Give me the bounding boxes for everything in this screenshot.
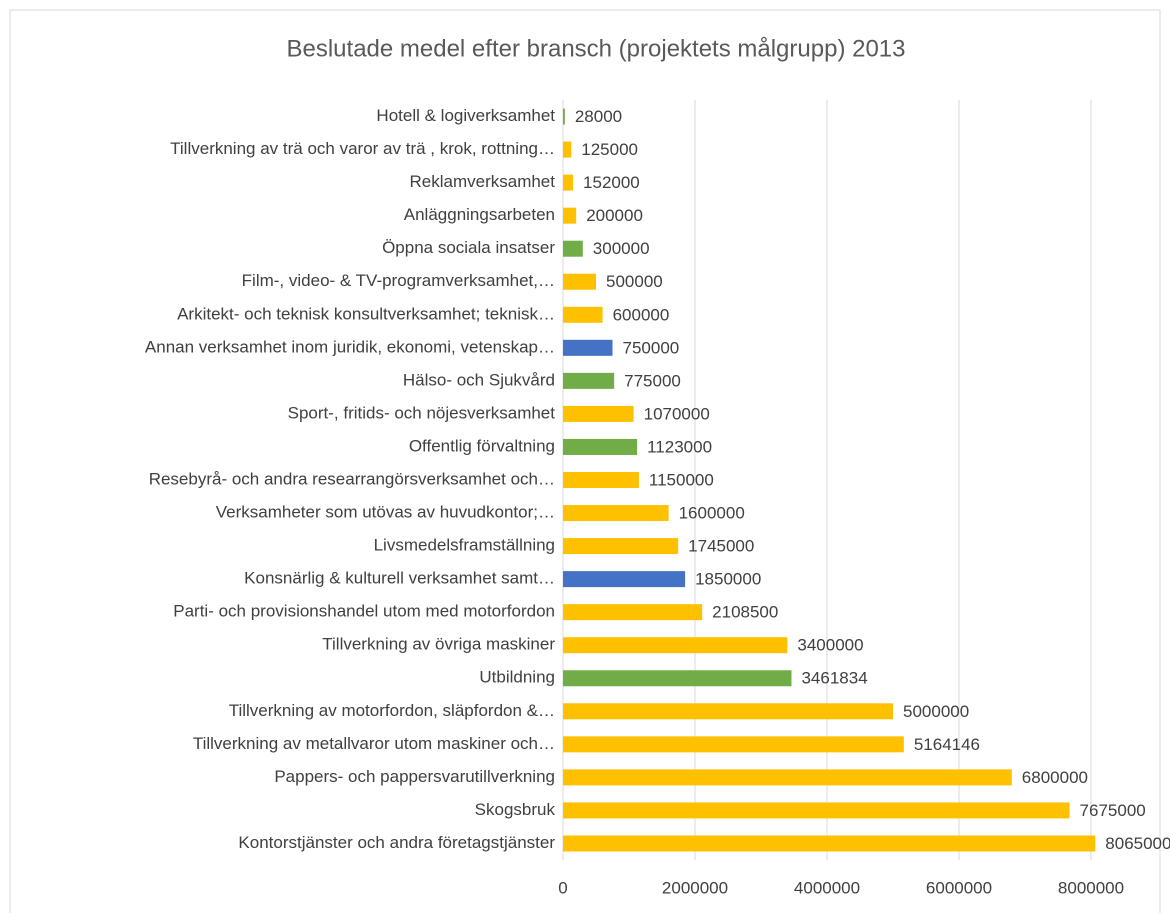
bar xyxy=(563,670,792,687)
data-label: 1745000 xyxy=(688,537,754,556)
data-label: 28000 xyxy=(575,107,622,126)
chart-frame xyxy=(9,9,1161,913)
bar xyxy=(563,472,639,488)
y-tick-label: Anläggningsarbeten xyxy=(404,205,555,224)
y-tick-label: Skogsbruk xyxy=(475,800,556,819)
x-tick-label: 4000000 xyxy=(794,878,860,897)
data-label: 125000 xyxy=(581,140,638,159)
y-tick-label: Hotell & logiverksamhet xyxy=(376,106,555,125)
bar xyxy=(563,405,634,422)
data-label: 1070000 xyxy=(644,404,710,423)
bar xyxy=(563,736,904,753)
bar xyxy=(563,438,638,455)
data-label: 600000 xyxy=(613,305,670,324)
data-label: 1600000 xyxy=(679,504,745,523)
y-tick-label: Hälso- och Sjukvård xyxy=(403,370,555,389)
chart-title: Beslutade medel efter bransch (projektet… xyxy=(286,35,905,62)
bar xyxy=(563,174,574,191)
bar xyxy=(563,108,565,125)
bar xyxy=(563,240,583,257)
bar xyxy=(563,703,893,720)
y-tick-label: Arkitekt- och teknisk konsultverksamhet;… xyxy=(177,304,555,323)
y-tick-label: Pappers- och pappersvarutillverkning xyxy=(274,767,555,786)
data-label: 300000 xyxy=(593,239,650,258)
bar xyxy=(563,604,703,621)
bar xyxy=(563,769,1012,786)
y-tick-label: Annan verksamhet inom juridik, ekonomi, … xyxy=(145,337,555,356)
data-label: 1850000 xyxy=(695,570,761,589)
data-label: 775000 xyxy=(624,371,681,390)
bar xyxy=(563,273,596,290)
data-label: 5000000 xyxy=(903,702,969,721)
y-tick-label: Tillverkning av övriga maskiner xyxy=(322,635,555,654)
y-tick-label: Livsmedelsframställning xyxy=(374,536,555,555)
data-label: 500000 xyxy=(606,272,663,291)
data-label: 8065000 xyxy=(1105,834,1170,853)
data-label: 6800000 xyxy=(1022,768,1088,787)
data-label: 200000 xyxy=(586,206,643,225)
bar xyxy=(563,207,577,224)
data-label: 5164146 xyxy=(914,735,980,754)
data-label: 3461834 xyxy=(801,669,867,688)
y-tick-label: Utbildning xyxy=(479,668,555,687)
bar xyxy=(563,571,686,588)
bar xyxy=(563,835,1096,852)
data-label: 7675000 xyxy=(1080,801,1146,820)
y-tick-label: Offentlig förvaltning xyxy=(409,436,555,455)
y-tick-label: Tillverkning av metallvaror utom maskine… xyxy=(193,734,555,753)
data-label: 3400000 xyxy=(797,636,863,655)
y-tick-label: Tillverkning av trä och varor av trä , k… xyxy=(170,139,555,158)
data-label: 152000 xyxy=(583,173,640,192)
bar xyxy=(563,372,615,389)
data-label: 1123000 xyxy=(647,437,712,456)
x-tick-label: 2000000 xyxy=(662,878,728,897)
y-tick-label: Sport-, fritids- och nöjesverksamhet xyxy=(288,403,556,422)
y-tick-label: Verksamheter som utövas av huvudkontor;… xyxy=(216,503,555,522)
data-label: 2108500 xyxy=(712,603,778,622)
bar xyxy=(563,637,788,654)
bar xyxy=(563,538,679,555)
y-tick-label: Parti- och provisionshandel utom med mot… xyxy=(173,602,555,621)
bar xyxy=(563,141,572,158)
x-tick-label: 8000000 xyxy=(1058,878,1124,897)
y-tick-label: Konsnärlig & kulturell verksamhet samt… xyxy=(244,569,555,588)
bar xyxy=(563,306,603,323)
bar xyxy=(563,505,669,522)
bar xyxy=(563,802,1070,819)
x-tick-label: 0 xyxy=(558,878,567,897)
y-tick-label: Tillverkning av motorfordon, släpfordon … xyxy=(229,701,555,720)
y-tick-label: Kontorstjänster och andra företagstjänst… xyxy=(238,833,555,852)
y-tick-label: Film-, video- & TV-programverksamhet,… xyxy=(242,271,555,290)
data-label: 1150000 xyxy=(649,470,714,489)
bar xyxy=(563,339,613,356)
y-tick-label: Resebyrå- och andra researrangörsverksam… xyxy=(149,469,555,488)
data-label: 750000 xyxy=(623,338,680,357)
y-tick-label: Reklamverksamhet xyxy=(410,172,556,191)
y-tick-label: Öppna sociala insatser xyxy=(382,238,555,257)
x-tick-label: 6000000 xyxy=(926,878,992,897)
